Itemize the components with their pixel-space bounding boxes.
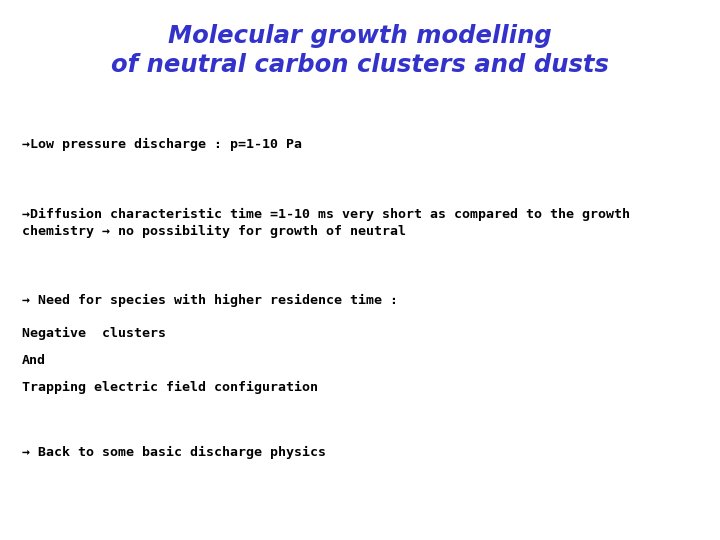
Text: Molecular growth modelling
of neutral carbon clusters and dusts: Molecular growth modelling of neutral ca… — [111, 24, 609, 77]
Text: →Low pressure discharge : p=1-10 Pa: →Low pressure discharge : p=1-10 Pa — [22, 138, 302, 151]
Text: → Back to some basic discharge physics: → Back to some basic discharge physics — [22, 446, 325, 458]
Text: Negative  clusters: Negative clusters — [22, 327, 166, 340]
Text: And: And — [22, 354, 45, 367]
Text: → Need for species with higher residence time :: → Need for species with higher residence… — [22, 294, 397, 307]
Text: →Diffusion characteristic time =1-10 ms very short as compared to the growth
che: →Diffusion characteristic time =1-10 ms … — [22, 208, 629, 238]
Text: Trapping electric field configuration: Trapping electric field configuration — [22, 381, 318, 394]
